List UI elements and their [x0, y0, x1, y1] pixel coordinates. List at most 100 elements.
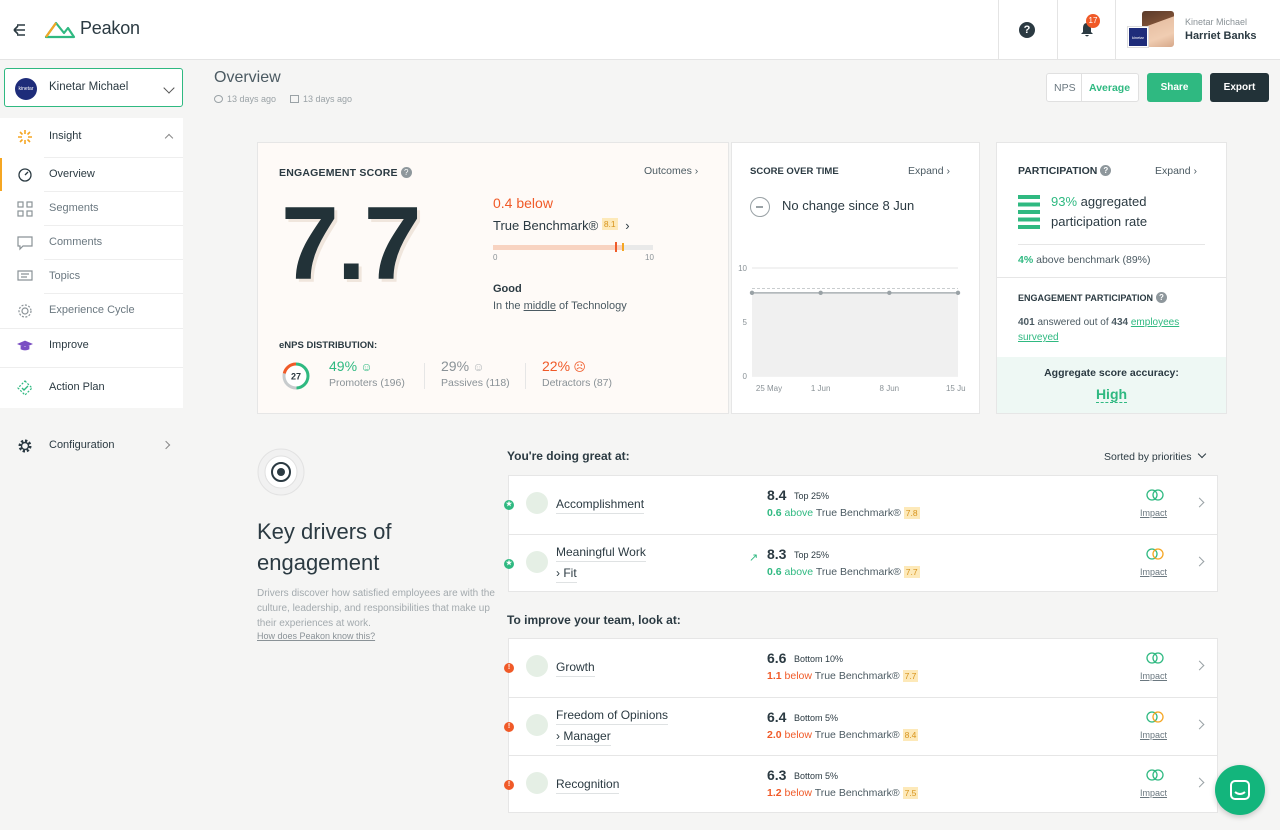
divider	[1081, 74, 1082, 101]
help-icon[interactable]: ?	[1156, 292, 1167, 303]
gear-icon	[18, 439, 32, 453]
peakon-mountain-icon	[44, 21, 76, 38]
neutral-face-icon: ☺	[472, 360, 485, 374]
improve-heading: To improve your team, look at:	[507, 613, 681, 627]
impact-link[interactable]: Impact	[1140, 508, 1168, 518]
outcomes-link[interactable]: Outcomes ›	[644, 165, 698, 177]
chevron-right-icon: ›	[625, 218, 630, 233]
overview-icon	[18, 168, 32, 182]
engagement-participation-title: ENGAGEMENT PARTICIPATION?	[1018, 292, 1167, 303]
impact-link[interactable]: Impact	[1140, 671, 1168, 681]
sidebar-item-segments[interactable]: Segments	[0, 192, 183, 225]
impact-link[interactable]: Impact	[1140, 788, 1168, 798]
company-logo-icon: kinetar	[1127, 26, 1149, 48]
x-tick-label: 1 Jun	[811, 384, 831, 393]
help-icon[interactable]: ?	[1019, 22, 1035, 38]
divider	[424, 363, 425, 389]
driver-name[interactable]: Growth	[556, 660, 595, 677]
accomplishment-icon	[526, 492, 548, 514]
diff-value: 0.6	[767, 566, 782, 578]
accuracy-text: High	[1095, 386, 1128, 403]
divider	[44, 191, 183, 192]
driver-name[interactable]: Recognition	[556, 777, 620, 794]
driver-score: 6.6	[767, 650, 787, 666]
answered-count: 401	[1018, 317, 1035, 328]
sidebar-item-topics[interactable]: Topics	[0, 260, 183, 293]
sad-face-icon: ☹	[573, 360, 586, 374]
driver-row[interactable]: ! Growth 6.6 Bottom 10% 1.1 below True Bench…	[504, 639, 1217, 697]
driver-score: 8.3	[767, 546, 787, 562]
driver-row[interactable]: ★ Meaningful Work › Fit ↗ 8.3 Top 25% 0.6 abov…	[504, 534, 1217, 592]
link-label: Expand	[908, 165, 944, 177]
driver-name[interactable]: Meaningful Work	[556, 545, 646, 562]
top-bar: Peakon ? 17 kinetar Kinetar Michael Harr…	[0, 0, 1280, 60]
meta-label: 13 days ago	[303, 94, 353, 104]
data-point	[955, 290, 961, 296]
divider	[0, 367, 183, 368]
driver-rank: Bottom 10%	[794, 654, 844, 664]
share-button[interactable]: Share	[1147, 73, 1202, 102]
impact-icon	[1146, 548, 1164, 560]
help-icon[interactable]: ?	[400, 167, 412, 178]
chevron-up-icon	[164, 133, 174, 143]
benchmark-tag: 8.1	[601, 218, 618, 230]
company-selector[interactable]: kinetar Kinetar Michael	[4, 68, 183, 107]
how-peakon-knows-link[interactable]: How does Peakon know this?	[257, 631, 376, 641]
sidebar-item-label: Comments	[49, 236, 103, 248]
driver-row[interactable]: ★ Accomplishment 8.4 Top 25% 0.6 above True …	[504, 476, 1217, 534]
sidebar-item-configuration[interactable]: Configuration	[0, 429, 183, 462]
help-icon[interactable]: ?	[1100, 165, 1112, 176]
user-name[interactable]: Harriet Banks	[1185, 30, 1257, 42]
sidebar-item-experience-cycle[interactable]: Experience Cycle	[0, 294, 183, 327]
true-benchmark-link[interactable]: True Benchmark® 8.1 ›	[493, 218, 630, 233]
score-change-summary: No change since 8 Jun	[782, 198, 915, 213]
driver-rank: Bottom 5%	[794, 713, 839, 723]
sidebar-item-action-plan[interactable]: Action Plan	[0, 371, 183, 404]
driver-name[interactable]: Freedom of Opinions	[556, 708, 669, 725]
impact-link[interactable]: Impact	[1140, 730, 1168, 740]
engagement-participation-text: 401 answered out of 434 employees survey…	[1018, 315, 1208, 345]
no-change-icon	[750, 197, 770, 217]
diff-direction: below	[784, 729, 812, 741]
chevron-right-icon: ›	[1193, 165, 1198, 177]
export-button[interactable]: Export	[1210, 73, 1269, 102]
driver-row[interactable]: ! Recognition 6.3 Bottom 5% 1.2 below True B…	[504, 755, 1217, 813]
driver-benchmark-diff: 1.2 below True Benchmark® 7.5	[767, 787, 919, 799]
accuracy-value[interactable]: High	[997, 386, 1226, 403]
sidebar-item-insight[interactable]: Insight	[0, 120, 183, 153]
employees-surveyed-link[interactable]: employees surveyed	[1018, 317, 1180, 343]
driver-benchmark-diff: 0.6 above True Benchmark® 7.7	[767, 566, 920, 578]
expand-link[interactable]: Expand ›	[1155, 165, 1197, 177]
sidebar-item-overview[interactable]: Overview	[0, 158, 183, 191]
driver-name[interactable]: Accomplishment	[556, 497, 645, 514]
sort-dropdown[interactable]: Sorted by priorities	[1104, 449, 1207, 463]
toggle-average[interactable]: Average	[1089, 82, 1131, 94]
divider	[44, 225, 183, 226]
impact-link[interactable]: Impact	[1140, 567, 1168, 577]
x-tick-label: 25 May	[756, 384, 782, 393]
divider	[1018, 244, 1205, 245]
driver-score: 8.4	[767, 487, 787, 503]
driver-row[interactable]: ! Freedom of Opinions › Manager 6.4 Bottom 5…	[504, 697, 1217, 755]
score-area	[752, 292, 958, 376]
driver-sub[interactable]: › Manager	[556, 729, 611, 746]
improvements-list: ! Growth 6.6 Bottom 10% 1.1 below True Bench…	[504, 638, 1218, 813]
menu-collapse-icon[interactable]	[8, 20, 28, 40]
driver-sub[interactable]: › Fit	[556, 566, 577, 583]
trend-up-icon: ↗	[749, 552, 759, 564]
toggle-nps[interactable]: NPS	[1054, 82, 1076, 94]
link-label: Outcomes	[644, 165, 692, 177]
sidebar-item-improve[interactable]: Improve	[0, 329, 183, 362]
x-tick-label: 8 Jun	[880, 384, 900, 393]
sort-label: Sorted by priorities	[1104, 451, 1192, 463]
peakon-logo[interactable]: Peakon	[44, 18, 140, 39]
driver-rank: Top 25%	[794, 491, 830, 501]
sidebar-item-comments[interactable]: Comments	[0, 226, 183, 259]
expand-link[interactable]: Expand ›	[908, 165, 950, 177]
sidebar-item-label: Insight	[49, 130, 82, 142]
text: above benchmark (89%)	[1033, 254, 1151, 266]
benchmark-label: True Benchmark®	[813, 566, 901, 578]
star-icon: ★	[504, 559, 514, 569]
driver-benchmark-diff: 1.1 below True Benchmark® 7.7	[767, 670, 919, 682]
chat-launcher[interactable]	[1215, 765, 1265, 815]
